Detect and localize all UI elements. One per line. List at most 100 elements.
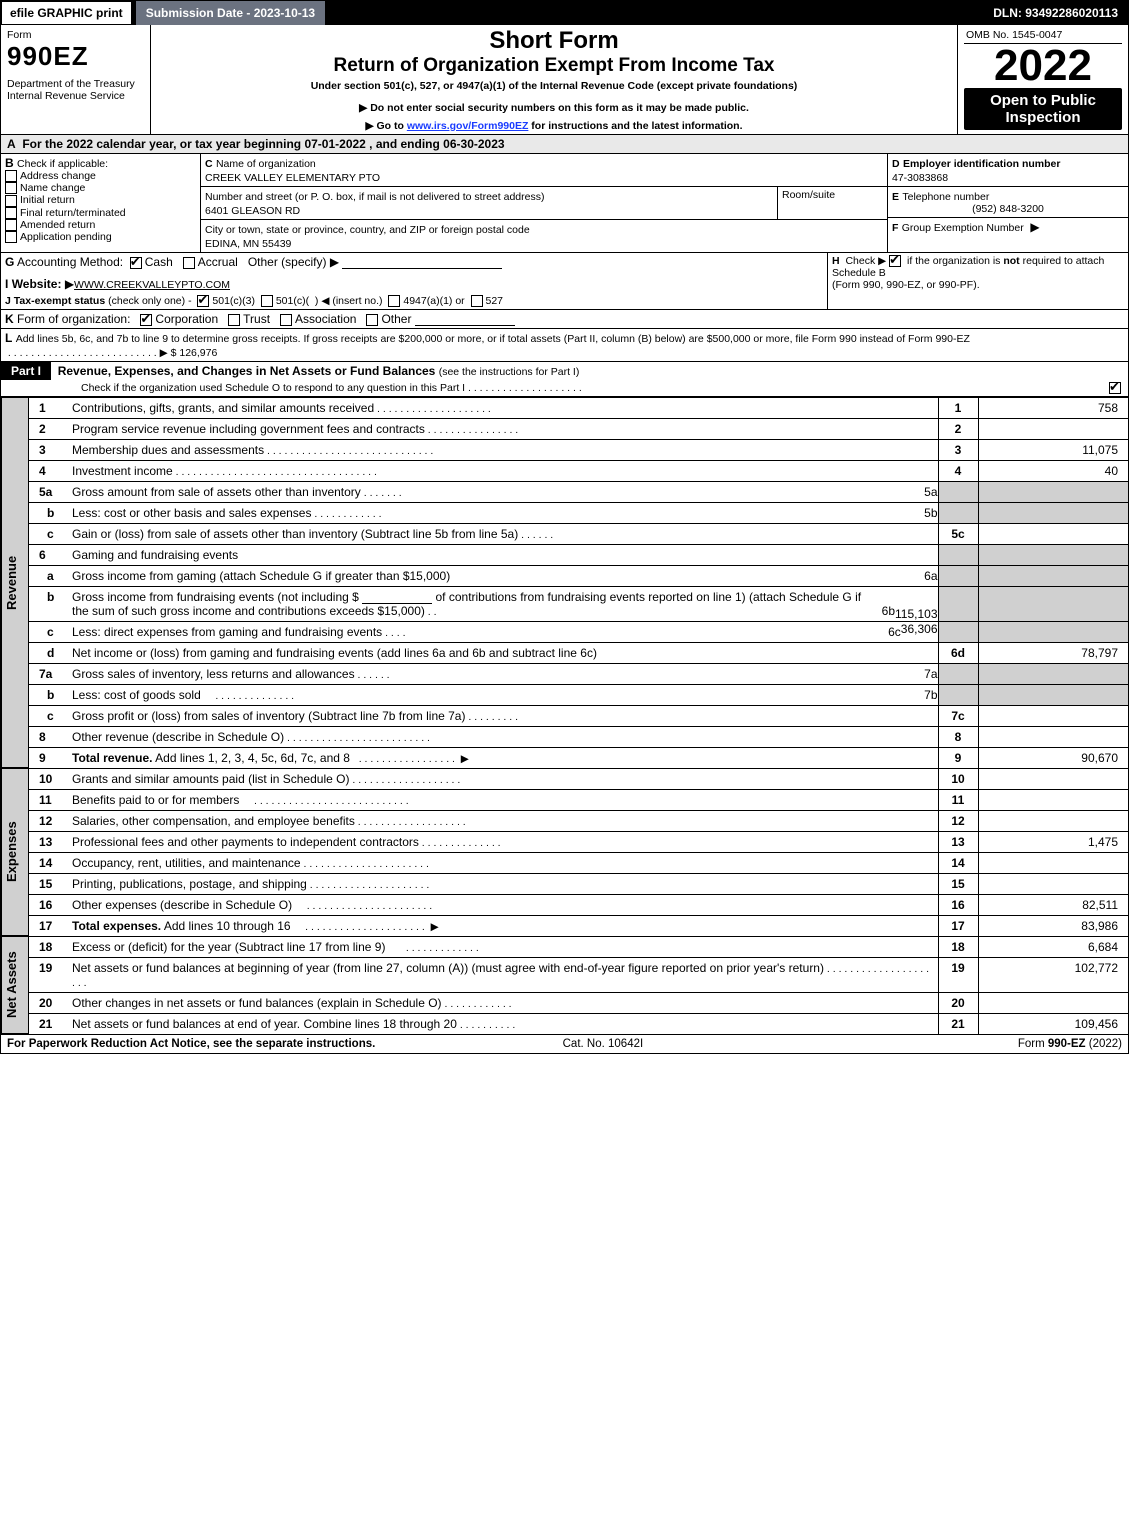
footer-left: For Paperwork Reduction Act Notice, see … — [7, 1038, 375, 1050]
section-H: H Check ▶ if the organization is not req… — [832, 255, 1124, 291]
opt-initial-return: Initial return — [20, 194, 75, 206]
line-18-val: 6,684 — [978, 937, 1128, 958]
opt-accrual: Accrual — [198, 255, 238, 269]
line-12-val — [978, 811, 1128, 832]
line-6a-mini: 6a — [924, 566, 937, 586]
chk-527[interactable] — [471, 295, 483, 307]
other-org-blank[interactable] — [415, 314, 515, 326]
line-17: 17Total expenses. Add lines 10 through 1… — [29, 916, 1128, 937]
line-1-desc: Contributions, gifts, grants, and simila… — [72, 401, 374, 415]
line-5a: 5aGross amount from sale of assets other… — [29, 482, 1128, 503]
opt-other-specify: Other (specify) — [248, 255, 327, 269]
chk-initial-return[interactable] — [5, 195, 17, 207]
line-6d-num: 6d — [938, 643, 978, 664]
line-5b-mini: 5b — [924, 503, 937, 523]
line-1: 1 Contributions, gifts, grants, and simil… — [29, 398, 1128, 419]
line-12: 12Salaries, other compensation, and empl… — [29, 811, 1128, 832]
letter-I: I — [5, 277, 8, 291]
line-6c-minival: 36,306 — [901, 622, 938, 642]
efile-print-button[interactable]: efile GRAPHIC print — [1, 1, 132, 25]
line-2: 2Program service revenue including gover… — [29, 419, 1128, 440]
line-15: 15Printing, publications, postage, and s… — [29, 874, 1128, 895]
section-GH: G Accounting Method: Cash Accrual Other … — [1, 253, 1128, 310]
line-4-desc: Investment income — [72, 464, 173, 478]
website-link[interactable]: WWW.CREEKVALLEYPTO.COM — [74, 279, 230, 291]
F-header: Group Exemption Number — [902, 222, 1024, 234]
letter-E: E — [892, 191, 899, 203]
line-13-desc: Professional fees and other payments to … — [72, 835, 419, 849]
opt-name-change: Name change — [20, 182, 85, 194]
letter-G: G — [5, 255, 14, 269]
chk-application-pending[interactable] — [5, 231, 17, 243]
line-20-desc: Other changes in net assets or fund bala… — [72, 996, 442, 1010]
chk-part1-scheduleO[interactable] — [1109, 382, 1121, 394]
chk-501c[interactable] — [261, 295, 273, 307]
room-suite: Room/suite — [777, 187, 887, 219]
line-3-val: 11,075 — [978, 440, 1128, 461]
chk-cash[interactable] — [130, 257, 142, 269]
line-5c: cGain or (loss) from sale of assets othe… — [29, 524, 1128, 545]
line-11: 11Benefits paid to or for members . . . … — [29, 790, 1128, 811]
chk-name-change[interactable] — [5, 182, 17, 194]
line-12-desc: Salaries, other compensation, and employ… — [72, 814, 355, 828]
H-lead: Check ▶ — [845, 255, 886, 267]
part1-note: (see the instructions for Part I) — [439, 366, 580, 378]
chk-corp[interactable] — [140, 314, 152, 326]
chk-trust[interactable] — [228, 314, 240, 326]
chk-501c3[interactable] — [197, 295, 209, 307]
revenue-tab: Revenue — [1, 397, 29, 768]
line-16-num: 16 — [938, 895, 978, 916]
chk-final-return[interactable] — [5, 207, 17, 219]
netassets-tab: Net Assets — [1, 936, 29, 1034]
line-7c-val — [978, 706, 1128, 727]
line-7a-desc: Gross sales of inventory, less returns a… — [72, 667, 355, 681]
line-16-val: 82,511 — [978, 895, 1128, 916]
letter-B: B — [5, 156, 14, 170]
chk-assoc[interactable] — [280, 314, 292, 326]
J-note: (check only one) - — [108, 295, 191, 307]
line-7c-num: 7c — [938, 706, 978, 727]
footer-right: Form 990-EZ (2022) — [1018, 1038, 1122, 1050]
expenses-section: Expenses 10Grants and similar amounts pa… — [1, 768, 1128, 936]
chk-address-change[interactable] — [5, 170, 17, 182]
line-2-val — [978, 419, 1128, 440]
expenses-table: 10Grants and similar amounts paid (list … — [29, 768, 1128, 936]
submission-date-button[interactable]: Submission Date - 2023-10-13 — [136, 1, 325, 25]
chk-4947[interactable] — [388, 295, 400, 307]
line-2-num: 2 — [938, 419, 978, 440]
revenue-table: 1 Contributions, gifts, grants, and simil… — [29, 397, 1128, 768]
revenue-section: Revenue 1 Contributions, gifts, grants, a… — [1, 397, 1128, 768]
line-14: 14Occupancy, rent, utilities, and mainte… — [29, 853, 1128, 874]
letter-C: C — [205, 158, 213, 170]
line-14-num: 14 — [938, 853, 978, 874]
other-specify-blank[interactable] — [342, 257, 502, 269]
line-6c-mini: 6c — [888, 622, 901, 642]
line-7a: 7aGross sales of inventory, less returns… — [29, 664, 1128, 685]
phone-value: (952) 848-3200 — [892, 203, 1124, 215]
line-6: 6Gaming and fundraising events — [29, 545, 1128, 566]
line-6a: aGross income from gaming (attach Schedu… — [29, 566, 1128, 587]
dept-label: Department of the Treasury Internal Reve… — [7, 78, 144, 102]
line-1-num: 1 — [938, 398, 978, 419]
D-header: Employer identification number — [903, 158, 1061, 170]
chk-amended-return[interactable] — [5, 219, 17, 231]
letter-L: L — [5, 331, 12, 345]
ein-value: 47-3083868 — [892, 172, 948, 184]
letter-H: H — [832, 255, 840, 267]
chk-H[interactable] — [889, 255, 901, 267]
part1-check-text: Check if the organization used Schedule … — [81, 382, 465, 394]
line-19-num: 19 — [938, 958, 978, 993]
line-3-desc: Membership dues and assessments — [72, 443, 264, 457]
line-5a-mini: 5a — [924, 482, 937, 502]
line-4-num: 4 — [938, 461, 978, 482]
chk-other-org[interactable] — [366, 314, 378, 326]
chk-accrual[interactable] — [183, 257, 195, 269]
line-8: 8Other revenue (describe in Schedule O) … — [29, 727, 1128, 748]
line-9: 9Total revenue. Add lines 1, 2, 3, 4, 5c… — [29, 748, 1128, 769]
line-6c-desc: Less: direct expenses from gaming and fu… — [72, 625, 382, 639]
line-6b-blank[interactable] — [362, 592, 432, 604]
irs-link[interactable]: www.irs.gov/Form990EZ — [407, 120, 529, 132]
title-return: Return of Organization Exempt From Incom… — [157, 55, 951, 77]
line-19-val: 102,772 — [978, 958, 1128, 993]
form-word: Form — [7, 29, 144, 41]
